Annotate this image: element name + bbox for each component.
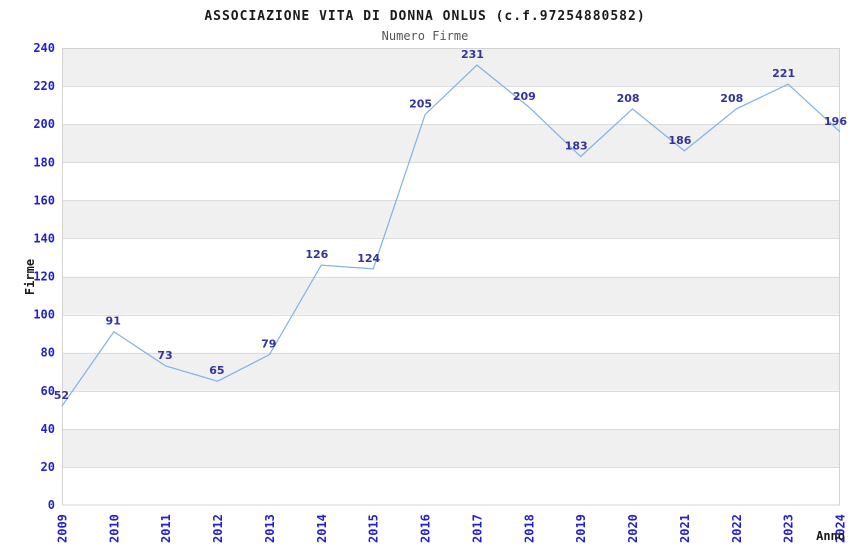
x-tick-label: 2021	[678, 514, 692, 543]
chart-title: ASSOCIAZIONE VITA DI DONNA ONLUS (c.f.97…	[204, 9, 645, 24]
data-point-label: 183	[565, 140, 588, 153]
plot-band	[63, 276, 840, 315]
y-axis-tick-labels: 0 20 40 60 80 100 120 140 160 180 200 220 240	[33, 41, 55, 512]
data-point-label: 65	[209, 364, 224, 377]
data-point-label: 209	[513, 90, 536, 103]
x-tick-label: 2011	[159, 514, 173, 543]
gridlines	[62, 86, 840, 468]
data-point-label: 231	[461, 48, 484, 61]
plot-band	[63, 428, 840, 467]
y-tick-label: 80	[41, 346, 55, 360]
data-point-label: 208	[720, 92, 743, 105]
plot-bands	[63, 48, 840, 467]
data-point-label: 124	[357, 252, 380, 265]
plot-border	[62, 48, 840, 506]
data-point-label: 73	[157, 349, 172, 362]
x-tick-label: 2018	[522, 514, 536, 543]
data-point-label: 52	[54, 389, 69, 402]
data-point-label: 126	[305, 248, 328, 261]
x-tick-label: 2014	[315, 514, 329, 543]
data-point-label: 221	[772, 67, 795, 80]
x-tick-label: 2019	[574, 514, 588, 543]
x-tick-label: 2012	[211, 514, 225, 543]
y-tick-label: 100	[33, 308, 55, 322]
x-tick-label: 2010	[107, 514, 121, 543]
x-tick-label: 2020	[626, 514, 640, 543]
x-tick-label: 2016	[419, 514, 433, 543]
plot-band	[63, 200, 840, 239]
x-tick-label: 2013	[263, 514, 277, 543]
plot-band	[63, 48, 840, 87]
data-point-label: 79	[261, 338, 276, 351]
data-point-label: 196	[824, 115, 847, 128]
chart-subtitle: Numero Firme	[382, 29, 469, 43]
x-tick-label: 2009	[56, 514, 70, 543]
y-tick-label: 240	[33, 41, 55, 55]
x-tick-label: 2023	[782, 514, 796, 543]
y-tick-label: 120	[33, 270, 55, 284]
x-tick-label: 2017	[470, 514, 484, 543]
plot-band	[63, 124, 840, 163]
y-tick-label: 20	[41, 460, 55, 474]
y-tick-label: 0	[48, 498, 55, 512]
y-axis-title: Firme	[23, 259, 37, 295]
data-point-label: 208	[617, 92, 640, 105]
data-point-labels: 52 91 73 65 79 126 124 205 231 209 183 208 186 208 221…	[54, 48, 848, 402]
y-tick-label: 140	[33, 231, 55, 245]
y-tick-label: 200	[33, 117, 55, 131]
x-axis-tick-labels: 2009 2010 2011 2012 2013 2014 2015 2016 2017 2018…	[56, 514, 848, 543]
y-tick-label: 180	[33, 155, 55, 169]
plot-band	[63, 352, 840, 391]
y-tick-label: 220	[33, 79, 55, 93]
data-series-line	[61, 64, 841, 407]
data-point-label: 91	[106, 315, 121, 328]
x-tick-label: 2015	[367, 514, 381, 543]
y-tick-label: 160	[33, 193, 55, 207]
y-tick-label: 40	[41, 422, 55, 436]
x-tick-label: 2024	[834, 514, 848, 543]
x-axis-title: Anno	[816, 529, 845, 543]
x-tick-label: 2022	[730, 514, 744, 543]
data-point-label: 205	[409, 98, 432, 111]
data-point-label: 186	[668, 134, 691, 147]
y-tick-label: 60	[41, 384, 55, 398]
